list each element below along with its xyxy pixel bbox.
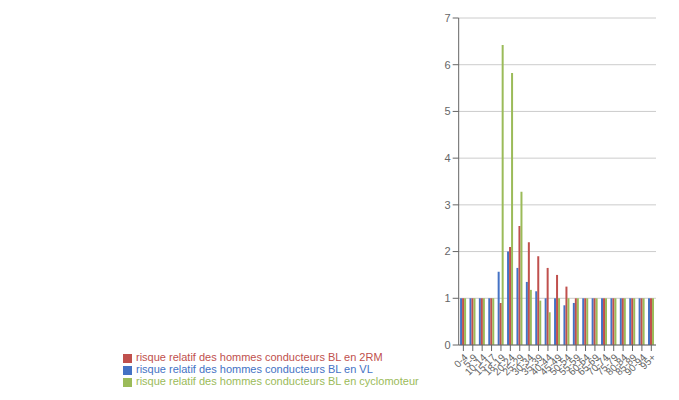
svg-text:85-89: 85-89 bbox=[613, 351, 639, 378]
svg-text:35-39: 35-39 bbox=[519, 351, 545, 378]
svg-text:60-64: 60-64 bbox=[566, 351, 592, 378]
svg-text:90-94: 90-94 bbox=[622, 351, 649, 378]
svg-text:40-44: 40-44 bbox=[528, 351, 555, 378]
svg-text:5: 5 bbox=[445, 105, 451, 117]
svg-text:4: 4 bbox=[445, 152, 451, 164]
svg-text:2: 2 bbox=[445, 245, 451, 257]
svg-text:0-4: 0-4 bbox=[451, 351, 470, 370]
svg-text:5-9: 5-9 bbox=[461, 351, 480, 370]
svg-text:18-19: 18-19 bbox=[481, 351, 508, 378]
html-text:risque relatif des hommes cond: risque relatif des hommes conducteurs BL… bbox=[136, 351, 383, 363]
svg-text:15-17: 15-17 bbox=[472, 351, 498, 378]
svg-text:75-79: 75-79 bbox=[594, 351, 621, 378]
svg-text:1: 1 bbox=[445, 292, 451, 304]
svg-text:6: 6 bbox=[445, 59, 451, 71]
svg-text:20-24: 20-24 bbox=[490, 351, 517, 378]
svg-text:70-74: 70-74 bbox=[584, 351, 611, 378]
svg-text:55-59: 55-59 bbox=[556, 351, 583, 378]
svg-text:3: 3 bbox=[445, 199, 451, 211]
svg-text:80-84: 80-84 bbox=[603, 351, 630, 378]
html-text:risque relatif des hommes cond: risque relatif des hommes conducteurs BL… bbox=[136, 363, 373, 375]
svg-text:0: 0 bbox=[445, 339, 451, 351]
svg-text:65-69: 65-69 bbox=[575, 351, 602, 378]
svg-text:50-54: 50-54 bbox=[547, 351, 574, 378]
svg-text:30-34: 30-34 bbox=[509, 351, 536, 378]
svg-text:7: 7 bbox=[445, 12, 451, 24]
svg-text:10-14: 10-14 bbox=[462, 351, 489, 378]
svg-text:95+: 95+ bbox=[638, 352, 658, 372]
svg-text:45-49: 45-49 bbox=[537, 351, 564, 378]
html-text:risque relatif des hommes cond: risque relatif des hommes conducteurs BL… bbox=[136, 375, 419, 387]
svg-text:25-29: 25-29 bbox=[500, 351, 527, 378]
